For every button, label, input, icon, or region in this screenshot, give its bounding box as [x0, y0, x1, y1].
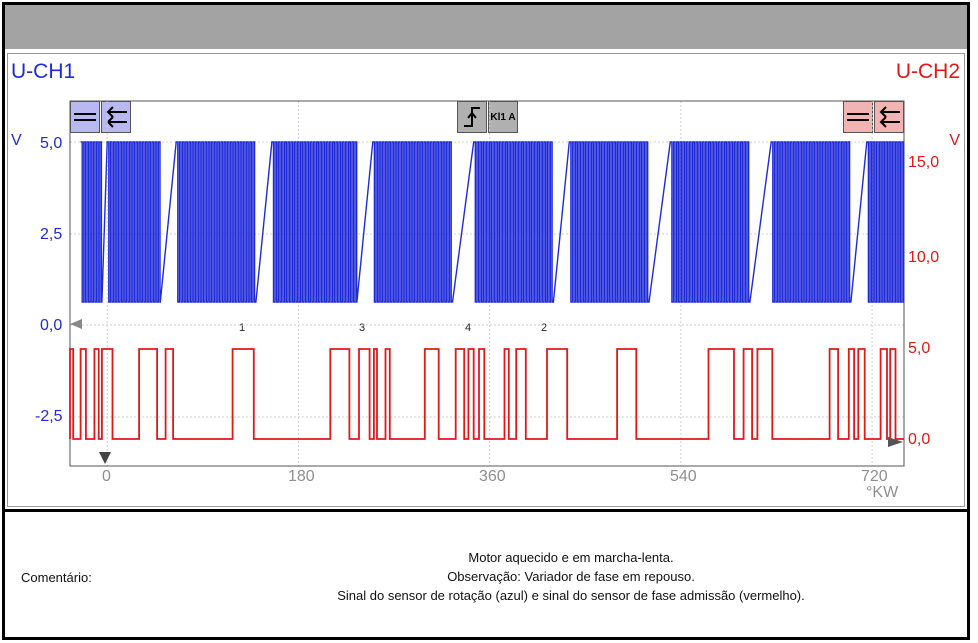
x-tick-label: 720: [861, 468, 888, 485]
trigger-position-marker[interactable]: [99, 452, 111, 464]
ch2-scale-icon: [847, 113, 869, 121]
comment-line: Observação: Variador de fase em repouso.: [447, 569, 695, 584]
ch2-title: U-CH2: [895, 60, 960, 83]
ch2-tick-label: 0,0: [908, 431, 931, 448]
cylinder-marker: 1: [239, 322, 246, 334]
ch2-shift-button[interactable]: [874, 101, 904, 133]
ch1-unit: V: [11, 132, 22, 149]
cylinder-marker: 2: [541, 322, 548, 334]
ch2-tick-label: 15,0: [908, 154, 940, 171]
trigger-source-button[interactable]: Kl1 A: [488, 101, 518, 133]
ch2-shift-left-icon: [879, 106, 900, 128]
ch1-tick-label: -2,5: [35, 408, 63, 425]
ch2-unit: V: [949, 132, 960, 149]
x-tick-label: 360: [479, 468, 506, 485]
title-bar: [5, 5, 967, 49]
rising-edge-icon: [464, 107, 480, 127]
ch1-title: U-CH1: [11, 60, 76, 83]
ch1-tick-label: 0,0: [40, 317, 63, 334]
x-tick-label: 0: [102, 468, 111, 485]
ch2-zero-marker[interactable]: [888, 437, 903, 447]
x-axis-unit: °KW: [866, 484, 899, 501]
ch1-scale-icon: [74, 113, 96, 121]
ch2-tick-label: 10,0: [908, 249, 940, 266]
ch1-tick-label: 5,0: [40, 135, 63, 152]
trigger-edge-button[interactable]: [457, 101, 487, 133]
ch1-trace: [80, 141, 905, 303]
comment-line: Sinal do sensor de rotação (azul) e sina…: [337, 588, 805, 603]
ch1-shift-button[interactable]: [101, 101, 131, 133]
x-tick-label: 540: [670, 468, 697, 485]
ch1-shift-left-icon: [106, 106, 127, 128]
oscilloscope-panel: U-CH1 U-CH2 V V 5,0 2,5 0,0 -2,5 15,0 10…: [7, 53, 965, 507]
ch1-tick-label: 2,5: [40, 226, 63, 243]
section-divider: [5, 509, 967, 512]
x-tick-label: 180: [288, 468, 315, 485]
comment-label: Comentário:: [21, 570, 92, 585]
scope-plot: [69, 100, 905, 467]
cylinder-marker: 3: [359, 322, 366, 334]
cylinder-marker: 4: [465, 322, 472, 334]
ch2-trace: [69, 348, 904, 440]
ch1-zero-marker[interactable]: [70, 319, 82, 329]
comment-line: Motor aquecido e em marcha-lenta.: [468, 550, 674, 565]
ch2-tick-label: 5,0: [908, 340, 931, 357]
